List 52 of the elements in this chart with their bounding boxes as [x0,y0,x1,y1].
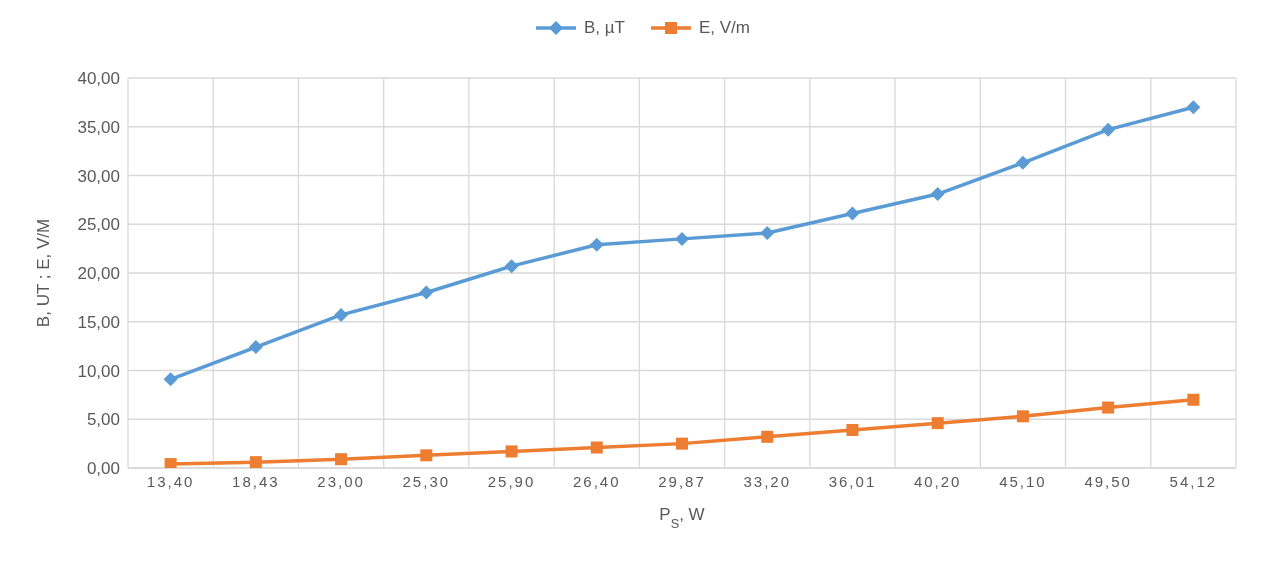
y-tick-label: 30,00 [77,166,120,186]
y-tick-label: 10,00 [77,361,120,381]
legend-label: B, µT [583,18,625,38]
y-tick-label: 40,00 [77,69,120,89]
point [845,206,860,221]
point [675,231,689,246]
point [846,423,859,436]
x-tick-label: 36,01 [828,472,877,490]
y-tick-label: 0,00 [86,459,120,479]
x-tick-label: 18,43 [232,472,280,490]
x-tick-label: 23,00 [317,472,365,490]
x-tick-label: 25,30 [402,472,451,490]
point [419,285,434,300]
y-tick-label: 20,00 [77,264,120,284]
point [164,458,177,468]
point [1016,410,1029,423]
point [334,307,349,322]
point [760,226,775,241]
point [1186,100,1201,115]
x-tick-label: 54,12 [1169,472,1218,490]
x-tick-label: 29,87 [658,472,706,490]
point [248,340,263,355]
point [676,437,688,450]
legend-label: E, V/m [697,18,750,38]
point [589,237,604,252]
point [249,456,262,468]
x-tick-label: 45,10 [999,472,1047,490]
x-tick-label: 33,20 [743,472,791,490]
point [1102,401,1115,414]
point [504,259,519,274]
x-tick-label: 25,90 [487,472,536,490]
x-tick-label: 13,40 [146,472,195,490]
point [1015,155,1030,170]
point [505,445,518,458]
y-axis-title: B, UT ; E, V/M [34,218,54,328]
point [930,187,945,202]
y-tick-label: 5,00 [86,410,120,430]
x-axis-title: P$_{S}$, W [659,505,705,531]
x-tick-label: 26,40 [573,472,621,490]
point [335,453,348,466]
point [590,441,603,454]
point [420,449,433,462]
point [1101,122,1116,137]
point [163,372,178,387]
point [931,417,944,430]
y-tick-label: 35,00 [77,117,120,137]
x-tick-label: 49,50 [1084,472,1132,490]
y-tick-label: 15,00 [77,312,120,332]
y-tick-label: 25,00 [77,215,120,235]
point [761,430,774,443]
point [1187,393,1200,406]
x-tick-label: 40,20 [913,472,962,490]
